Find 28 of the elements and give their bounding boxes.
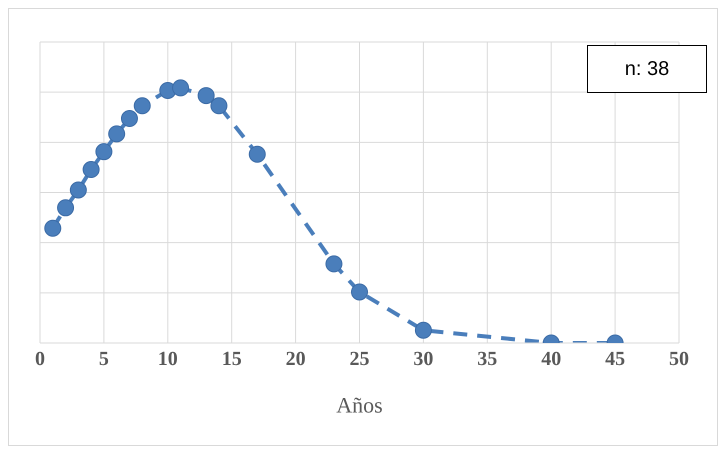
- point: [108, 125, 126, 142]
- point: [44, 220, 62, 237]
- point: [325, 255, 342, 272]
- x-tick-label: 40: [541, 348, 562, 370]
- x-tick-label: 25: [350, 348, 370, 370]
- point: [82, 161, 100, 178]
- note-box: n: 38: [587, 45, 707, 93]
- point: [95, 143, 112, 160]
- point: [120, 110, 138, 128]
- x-tick-label: 10: [158, 348, 178, 370]
- point: [248, 146, 266, 163]
- point: [70, 181, 87, 198]
- x-tick-label: 30: [413, 348, 434, 370]
- x-tick-label: 35: [477, 348, 498, 370]
- x-axis-title: Años: [336, 392, 383, 418]
- x-tick-label: 45: [605, 348, 626, 370]
- x-tick-label: 50: [669, 348, 689, 370]
- x-tick-label: 5: [98, 348, 109, 370]
- x-tick-label: 20: [286, 348, 306, 370]
- point: [414, 322, 432, 339]
- x-tick-label: 0: [35, 348, 45, 370]
- x-tick-label: 15: [222, 348, 242, 370]
- point: [198, 87, 215, 104]
- point: [351, 283, 368, 300]
- point: [172, 79, 190, 96]
- point: [57, 199, 74, 216]
- point: [134, 97, 151, 114]
- point: [210, 97, 228, 114]
